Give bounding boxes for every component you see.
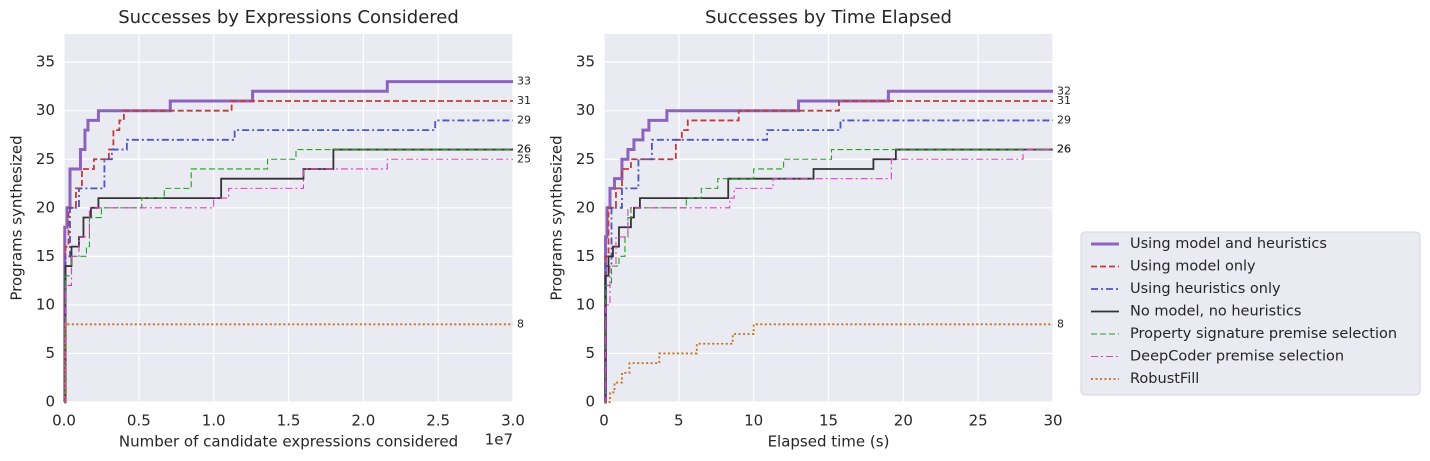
series-line <box>64 100 513 403</box>
x-tick-label: 0.5 <box>127 412 151 430</box>
series-line <box>63 80 513 404</box>
x-offset-label: 1e7 <box>485 431 513 449</box>
y-tick-label: 35 <box>36 53 55 71</box>
series-line <box>604 148 1053 403</box>
y-tick-label: 30 <box>576 101 595 119</box>
series-line <box>64 148 513 403</box>
x-tick-label: 10 <box>744 412 763 430</box>
x-axis-label: Elapsed time (s) <box>768 433 890 451</box>
y-tick-label: 10 <box>36 295 55 313</box>
end-label: 26 <box>1057 143 1071 156</box>
x-tick-label: 5 <box>674 412 684 430</box>
legend-label: Property signature premise selection <box>1130 326 1397 342</box>
y-tick-label: 0 <box>585 393 595 411</box>
end-label: 31 <box>1057 94 1071 107</box>
x-tick-label: 15 <box>819 412 838 430</box>
series-line <box>64 119 513 403</box>
x-tick-label: 0.0 <box>52 412 76 430</box>
y-tick-label: 20 <box>576 198 595 216</box>
x-tick-label: 2.0 <box>351 412 375 430</box>
y-axis-label: Programs synthesized <box>548 135 566 300</box>
chart-title: Successes by Time Elapsed <box>705 7 952 28</box>
series-line <box>604 148 1053 403</box>
legend-label: No model, no heuristics <box>1130 304 1301 320</box>
end-label: 29 <box>1057 113 1071 126</box>
legend-label: DeepCoder premise selection <box>1130 349 1344 365</box>
end-label: 26 <box>517 143 531 156</box>
x-tick-label: 3.0 <box>501 412 525 430</box>
legend-box <box>1080 231 1421 396</box>
end-label: 8 <box>1057 317 1064 330</box>
y-tick-label: 20 <box>36 198 55 216</box>
x-tick-label: 20 <box>894 412 913 430</box>
y-tick-label: 0 <box>45 393 55 411</box>
y-tick-label: 15 <box>36 247 55 265</box>
end-label: 26 <box>517 143 531 156</box>
y-tick-label: 10 <box>576 295 595 313</box>
legend-label: RobustFill <box>1130 371 1199 387</box>
end-label: 8 <box>517 317 524 330</box>
legend-label: Using heuristics only <box>1130 281 1281 297</box>
y-tick-label: 5 <box>45 344 55 362</box>
end-label: 32 <box>1057 84 1071 97</box>
x-tick-label: 30 <box>1043 412 1062 430</box>
x-tick-label: 1.5 <box>277 412 301 430</box>
y-tick-label: 25 <box>36 150 55 168</box>
x-tick-label: 0 <box>599 412 609 430</box>
end-label: 31 <box>517 94 531 107</box>
legend-label: Using model only <box>1130 259 1256 275</box>
series-line <box>63 323 513 403</box>
series-line <box>604 148 1053 403</box>
legend-label: Using model and heuristics <box>1130 236 1327 252</box>
end-label: 25 <box>517 152 531 165</box>
chart-title: Successes by Expressions Considered <box>118 7 459 28</box>
y-axis-label: Programs synthesized <box>8 135 26 300</box>
series-line <box>604 323 1053 403</box>
end-label: 33 <box>517 75 531 88</box>
end-label: 26 <box>1057 143 1071 156</box>
x-tick-label: 2.5 <box>426 412 450 430</box>
x-axis-label: Number of candidate expressions consider… <box>119 433 458 451</box>
y-tick-label: 30 <box>36 101 55 119</box>
series-line <box>604 100 1053 403</box>
y-tick-label: 35 <box>576 53 595 71</box>
x-tick-label: 1.0 <box>202 412 226 430</box>
y-tick-label: 5 <box>585 344 595 362</box>
end-label: 29 <box>517 113 531 126</box>
series-line <box>64 158 513 403</box>
x-tick-label: 25 <box>969 412 988 430</box>
end-label: 26 <box>1057 143 1071 156</box>
y-tick-label: 25 <box>576 150 595 168</box>
y-tick-label: 15 <box>576 247 595 265</box>
